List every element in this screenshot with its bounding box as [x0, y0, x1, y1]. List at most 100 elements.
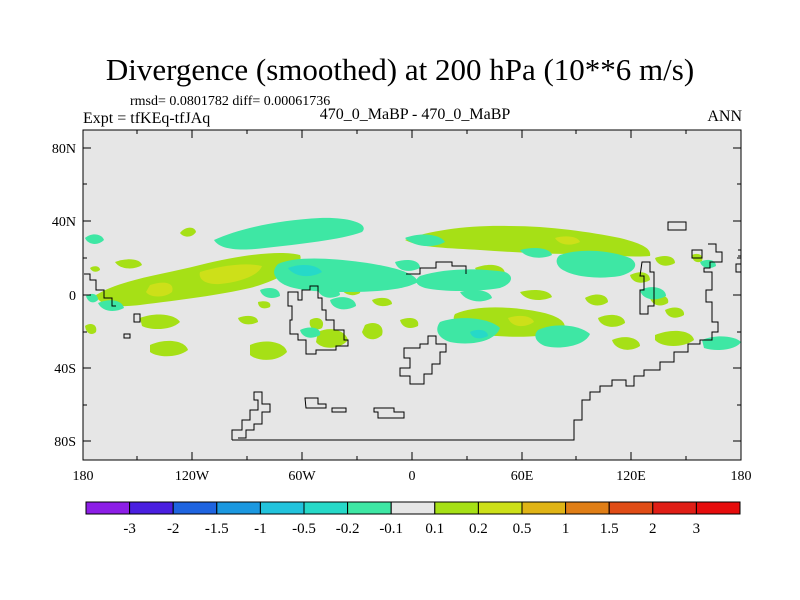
colorbar-swatch	[390, 501, 436, 515]
colorbar-label: -3	[123, 521, 136, 537]
positive-region	[520, 289, 552, 300]
negative-region	[405, 234, 445, 247]
positive-region	[655, 255, 675, 266]
positive-region	[150, 340, 188, 357]
lon-label: 120E	[616, 469, 646, 484]
coastline	[123, 333, 131, 339]
colorbar-swatch	[347, 501, 392, 515]
negative-region	[556, 250, 636, 278]
colorbar-swatch	[172, 501, 218, 515]
season-label: ANN	[707, 108, 742, 125]
positive-region	[250, 341, 287, 360]
lon-label: 60E	[511, 469, 534, 484]
negative-region	[330, 297, 356, 310]
positive-region	[372, 297, 392, 307]
plot-title: Divergence (smoothed) at 200 hPa (10**6 …	[105, 52, 695, 87]
negative-region	[535, 325, 590, 348]
negative-core	[288, 264, 322, 277]
lat-label: 40N	[52, 215, 76, 230]
colorbar-swatch	[434, 501, 479, 515]
lon-tick-marks	[136, 130, 687, 460]
coastline	[331, 407, 347, 413]
positive-region	[238, 315, 258, 325]
case-label: 470_0_MaBP - 470_0_MaBP	[319, 106, 511, 123]
positive-core	[199, 264, 262, 285]
lon-label: 0	[409, 469, 416, 484]
coastline	[691, 249, 703, 259]
colorbar-label: 3	[693, 521, 701, 537]
negative-core	[470, 329, 488, 339]
coastline	[231, 391, 271, 440]
colorbar-label: 1	[562, 521, 570, 537]
experiment-label: Expt = tfKEq-tfJAq	[83, 110, 211, 127]
coastline	[406, 261, 467, 275]
negative-region	[85, 234, 104, 244]
positive-region	[405, 225, 651, 257]
negative-region	[460, 290, 492, 302]
positive-region	[140, 314, 180, 330]
coastline	[232, 369, 650, 441]
positive-region	[612, 337, 640, 350]
colorbar-label: 1.5	[600, 521, 619, 537]
coastline	[373, 407, 405, 419]
colorbar-swatch	[259, 501, 305, 515]
stats-line: rmsd= 0.0801782 diff= 0.00061736	[130, 94, 331, 109]
colorbar-label: -0.5	[292, 521, 316, 537]
positive-region	[180, 227, 196, 237]
colorbar-label: -0.2	[336, 521, 360, 537]
negative-region	[318, 287, 340, 298]
negative-region	[520, 247, 552, 258]
colorbar-swatch	[695, 501, 741, 515]
coastline	[639, 261, 655, 315]
negative-region	[416, 269, 512, 291]
colorbar-label: 0.1	[425, 521, 444, 537]
positive-region	[90, 266, 100, 272]
positive-region	[362, 323, 383, 340]
positive-region	[630, 272, 650, 283]
lon-label: 180	[731, 469, 752, 484]
negative-region	[395, 260, 420, 271]
colorbar-label: -1.5	[205, 521, 229, 537]
colorbar-swatch	[565, 501, 610, 515]
negative-region	[260, 288, 280, 298]
colorbar-label: 2	[649, 521, 657, 537]
lat-label: 80N	[52, 142, 76, 157]
colorbar-swatch	[521, 501, 567, 515]
positive-region	[146, 282, 173, 297]
divergence-field	[85, 217, 741, 360]
colorbar-swatch	[216, 501, 261, 515]
lon-label: 120W	[175, 469, 210, 484]
colorbar-label: 0.2	[469, 521, 488, 537]
positive-region	[309, 317, 324, 330]
lat-label: 40S	[54, 362, 76, 377]
colorbar-swatch	[303, 501, 349, 515]
negative-region	[300, 327, 321, 338]
lat-label: 80S	[54, 435, 76, 450]
lon-label: 180	[73, 469, 94, 484]
colorbar-label: -2	[167, 521, 180, 537]
positive-region	[665, 307, 685, 318]
colorbar-labels: -3 -2 -1.5 -1 -0.5 -0.2 -0.1 0.1 0.2 0.5 1 1.5 2 3	[123, 521, 700, 537]
colorbar-swatch	[652, 501, 697, 515]
lat-tick-marks	[83, 147, 741, 442]
coastline	[304, 397, 327, 409]
coastline	[650, 243, 723, 371]
colorbar	[85, 501, 741, 515]
negative-region	[214, 217, 364, 250]
positive-core	[555, 236, 580, 245]
coastline	[84, 273, 116, 307]
colorbar-swatch	[129, 501, 174, 515]
coastline	[287, 285, 349, 355]
negative-region	[640, 287, 666, 300]
coastline	[667, 221, 687, 231]
colorbar-swatch	[477, 501, 523, 515]
coastline	[399, 335, 447, 385]
colorbar-swatch	[608, 501, 654, 515]
coastline	[133, 313, 141, 323]
colorbar-swatch	[85, 501, 131, 515]
colorbar-label: 0.5	[513, 521, 532, 537]
positive-core	[508, 315, 534, 327]
positive-region	[316, 329, 348, 348]
positive-region	[598, 314, 625, 327]
